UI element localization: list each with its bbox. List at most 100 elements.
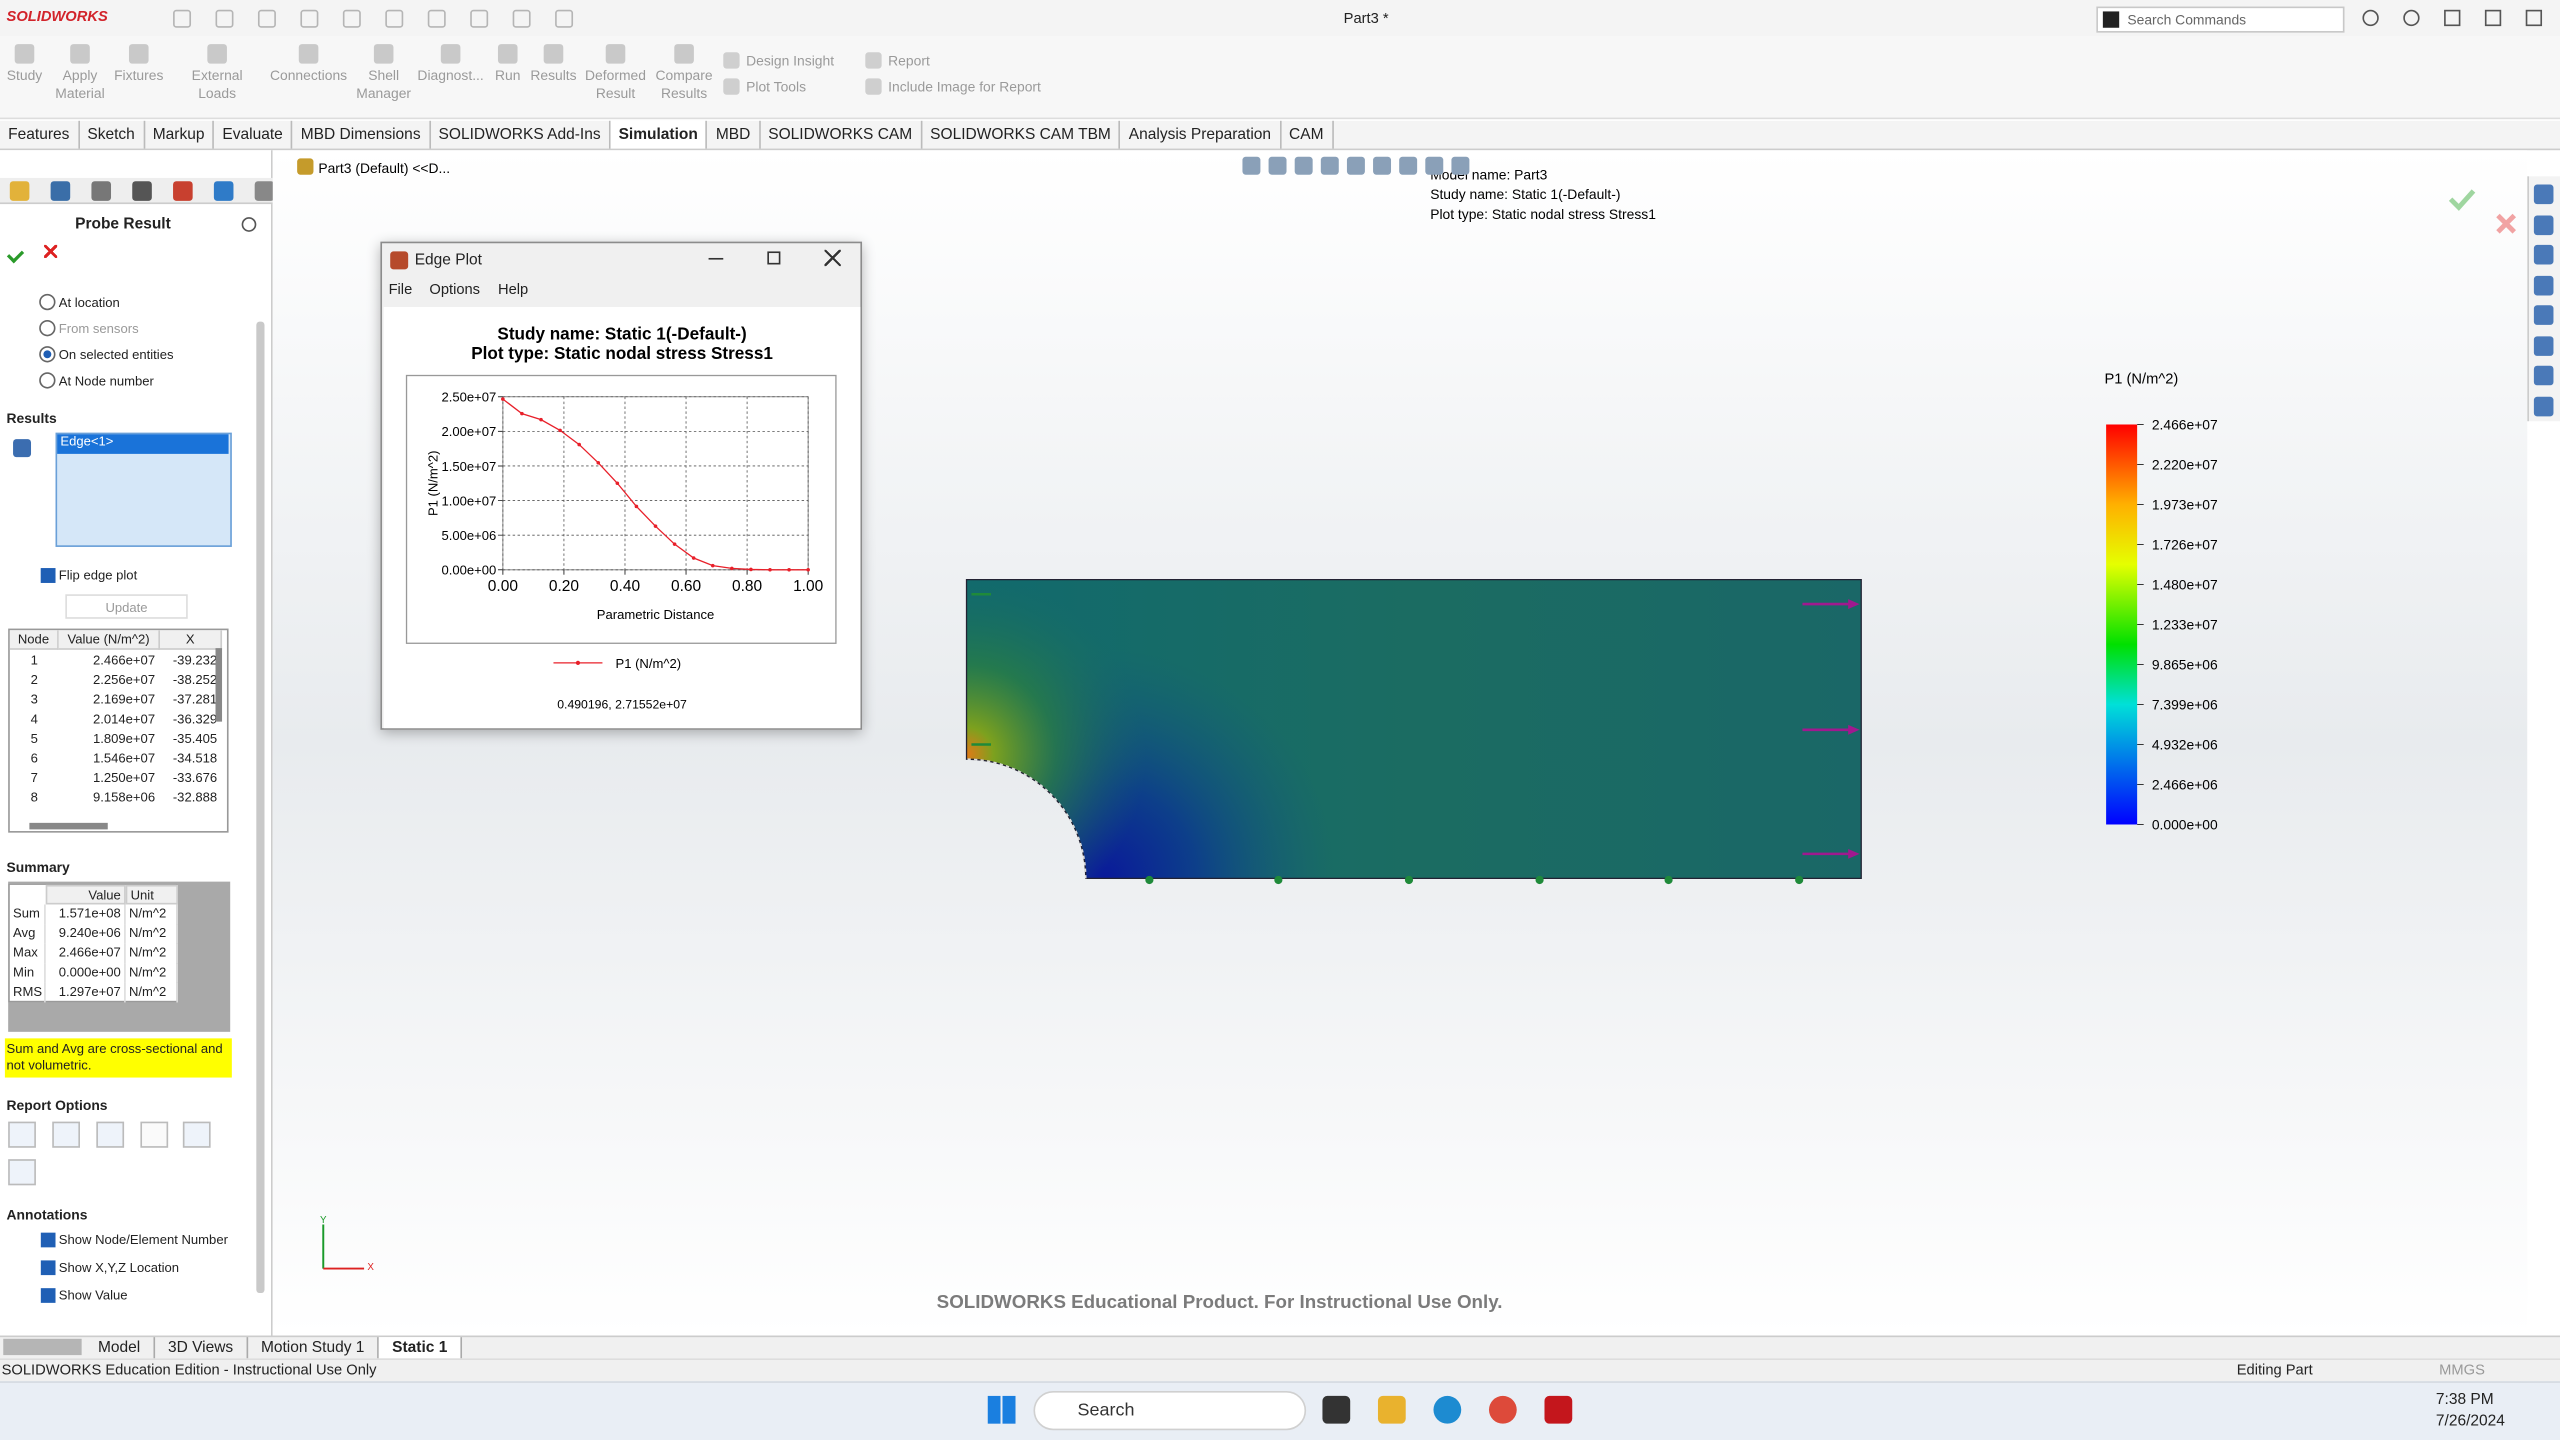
minimize-button[interactable] <box>708 257 724 260</box>
report-option-button[interactable] <box>8 1159 36 1186</box>
panel-tab-icon[interactable] <box>50 181 71 201</box>
ribbon-command[interactable]: Compare Results <box>655 66 713 102</box>
ok-button[interactable] <box>6 246 25 264</box>
command-tab[interactable]: SOLIDWORKS CAM <box>760 120 922 149</box>
maximize-button[interactable] <box>767 251 781 265</box>
help-icon[interactable] <box>241 217 257 232</box>
ribbon-command[interactable]: Shell Manager <box>356 66 412 102</box>
ribbon-icon[interactable] <box>605 44 626 64</box>
quick-access-icon[interactable] <box>427 9 446 28</box>
radio-label[interactable]: At Node number <box>58 373 154 389</box>
ribbon-icon[interactable] <box>674 44 694 64</box>
command-tab[interactable]: CAM <box>1281 120 1334 149</box>
quick-access-icon[interactable] <box>257 9 276 28</box>
ribbon-command[interactable]: Deformed Result <box>585 66 646 102</box>
menu-item[interactable]: File <box>388 280 413 298</box>
update-button[interactable]: Update <box>65 594 188 619</box>
ribbon-small-command[interactable]: Include Image for Report <box>888 78 1041 95</box>
radio-button[interactable] <box>39 346 56 363</box>
bottom-tab[interactable]: Static 1 <box>379 1337 463 1359</box>
panel-tab-icon[interactable] <box>9 181 30 201</box>
bottom-tab[interactable]: Model <box>85 1337 155 1359</box>
taskbar-app[interactable] <box>1544 1395 1573 1424</box>
ribbon-command[interactable]: Connections <box>269 66 348 84</box>
command-tab[interactable]: MBD Dimensions <box>293 120 431 149</box>
task-pane-icon[interactable] <box>2533 335 2554 356</box>
bottom-tab[interactable]: Motion Study 1 <box>248 1337 380 1359</box>
ribbon-icon[interactable] <box>128 44 149 64</box>
task-pane-icon[interactable] <box>2533 365 2554 386</box>
start-button[interactable] <box>987 1395 1016 1424</box>
report-option-button[interactable] <box>52 1121 80 1148</box>
status-units[interactable]: MMGS <box>2439 1361 2485 1378</box>
restore-button[interactable] <box>2484 9 2502 27</box>
quick-access-icon[interactable] <box>215 9 234 28</box>
quick-access-icon[interactable] <box>385 9 404 28</box>
minimize-button[interactable] <box>2444 9 2461 27</box>
close-button[interactable] <box>824 249 841 267</box>
task-pane-icon[interactable] <box>2533 275 2554 295</box>
ribbon-command[interactable]: Diagnost... <box>417 66 484 84</box>
command-tab[interactable]: Sketch <box>79 120 145 149</box>
help-button[interactable] <box>2403 9 2420 27</box>
taskbar-search[interactable] <box>1033 1391 1307 1431</box>
task-pane-icon[interactable] <box>2533 214 2554 235</box>
panel-tab-icon[interactable] <box>173 181 193 201</box>
command-tab[interactable]: Markup <box>145 120 215 149</box>
bottom-tab[interactable]: 3D Views <box>155 1337 248 1359</box>
command-tab[interactable]: Evaluate <box>214 120 293 149</box>
ribbon-small-command[interactable]: Plot Tools <box>746 78 807 95</box>
quick-access-icon[interactable] <box>173 9 192 28</box>
checkbox-label[interactable]: Show Value <box>58 1288 128 1303</box>
ribbon-command[interactable]: Run <box>495 66 521 84</box>
report-option-button[interactable] <box>96 1121 125 1148</box>
radio-button[interactable] <box>39 372 56 389</box>
command-tab[interactable]: Features <box>0 120 80 149</box>
quick-access-icon[interactable] <box>512 9 531 28</box>
radio-label[interactable]: At location <box>58 295 120 311</box>
ribbon-icon[interactable] <box>70 44 90 64</box>
panel-tab-icon[interactable] <box>132 181 152 201</box>
ribbon-command[interactable]: Fixtures <box>114 66 164 84</box>
command-tab[interactable]: Analysis Preparation <box>1121 120 1281 149</box>
ribbon-command[interactable]: External Loads <box>191 66 243 102</box>
search-box[interactable] <box>2096 6 2345 33</box>
report-option-button[interactable] <box>182 1121 211 1148</box>
panel-tab-icon[interactable] <box>254 181 275 201</box>
command-tab[interactable]: MBD <box>708 120 761 149</box>
tab-scroll-buttons[interactable] <box>3 1338 82 1356</box>
command-tab[interactable]: Simulation <box>610 120 708 149</box>
task-pane-icon[interactable] <box>2533 395 2554 416</box>
radio-label[interactable]: On selected entities <box>58 347 174 363</box>
quick-access-icon[interactable] <box>470 9 489 28</box>
ribbon-small-command[interactable]: Report <box>888 52 930 69</box>
close-button[interactable] <box>2525 9 2543 27</box>
command-tab[interactable]: SOLIDWORKS Add-Ins <box>430 120 611 149</box>
taskbar-app[interactable] <box>1322 1395 1351 1424</box>
checkbox[interactable] <box>40 1232 56 1248</box>
radio-label[interactable]: From sensors <box>58 321 139 337</box>
ribbon-small-command[interactable]: Design Insight <box>746 52 835 69</box>
ribbon-icon[interactable] <box>440 44 461 64</box>
radio-button[interactable] <box>39 320 56 337</box>
ribbon-command[interactable]: Apply Material <box>55 66 105 102</box>
task-pane-icon[interactable] <box>2533 305 2554 325</box>
checkbox[interactable] <box>40 1260 56 1276</box>
ribbon-command[interactable]: Results <box>530 66 577 84</box>
quick-access-icon[interactable] <box>555 9 574 28</box>
ribbon-icon[interactable] <box>298 44 319 64</box>
taskbar-app[interactable] <box>1377 1395 1406 1424</box>
task-pane-icon[interactable] <box>2533 184 2554 205</box>
report-option-button[interactable] <box>8 1121 36 1148</box>
checkbox-label[interactable]: Show X,Y,Z Location <box>58 1260 180 1276</box>
report-option-button[interactable] <box>140 1121 169 1148</box>
taskbar-app[interactable] <box>1488 1395 1517 1424</box>
ribbon-icon[interactable] <box>373 44 394 64</box>
menu-item[interactable]: Help <box>497 280 529 298</box>
panel-tab-icon[interactable] <box>91 181 112 201</box>
checkbox-label[interactable]: Flip edge plot <box>58 568 138 583</box>
panel-tab-icon[interactable] <box>213 181 234 201</box>
command-tab[interactable]: SOLIDWORKS CAM TBM <box>922 120 1121 149</box>
checkbox[interactable] <box>40 568 56 583</box>
account-button[interactable] <box>2362 9 2379 27</box>
